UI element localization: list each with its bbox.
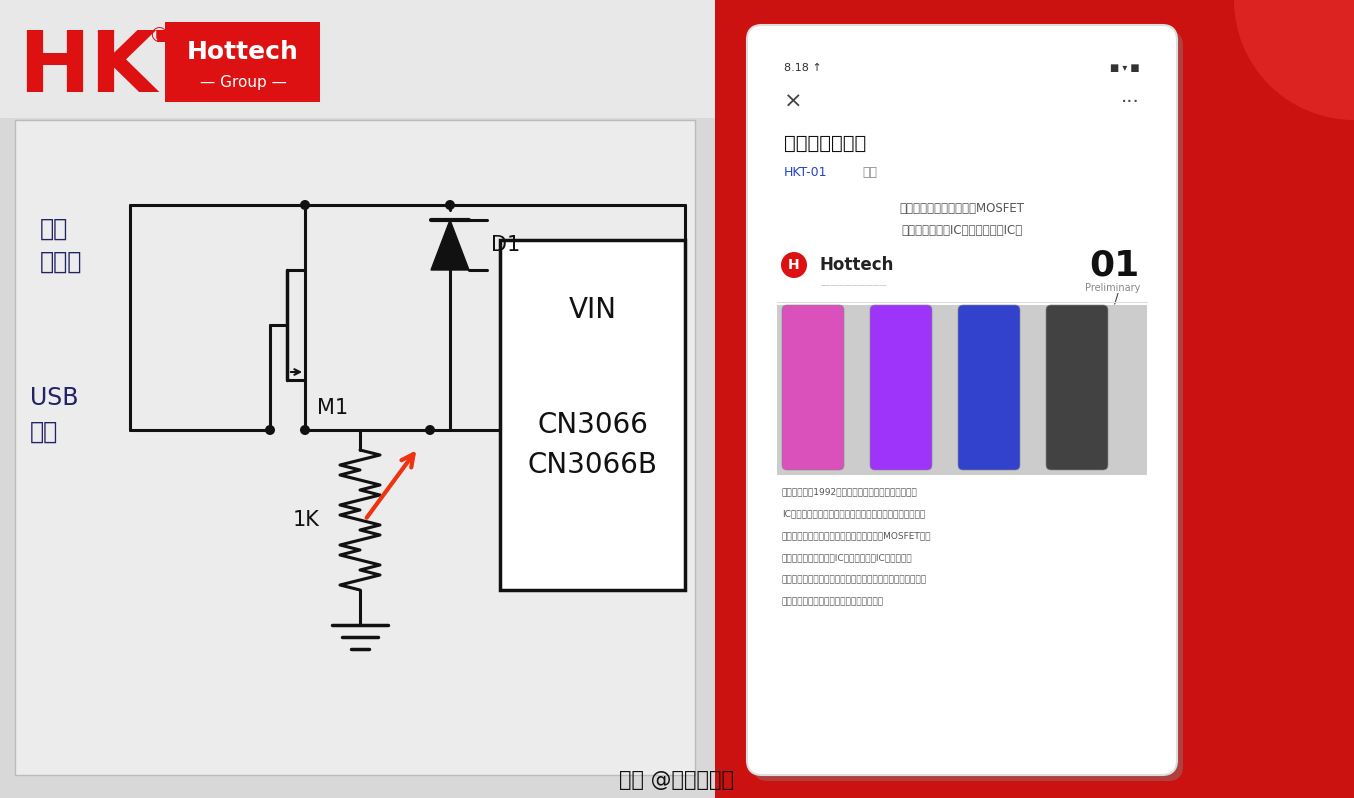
Text: VIN: VIN — [569, 296, 616, 324]
Text: USB
电源: USB 电源 — [30, 386, 79, 444]
Text: 头条 @深圳台科泰: 头条 @深圳台科泰 — [620, 770, 734, 790]
Text: Hottech: Hottech — [821, 256, 895, 274]
FancyBboxPatch shape — [747, 25, 1177, 775]
Circle shape — [425, 425, 435, 435]
FancyBboxPatch shape — [959, 305, 1020, 470]
Text: ___________________: ___________________ — [821, 280, 887, 286]
FancyBboxPatch shape — [783, 305, 844, 470]
Text: 8.18 ↑: 8.18 ↑ — [784, 63, 822, 73]
Text: ×: × — [784, 92, 803, 112]
Text: CN3066: CN3066 — [538, 411, 649, 439]
Text: Preliminary: Preliminary — [1085, 283, 1140, 293]
Text: 01: 01 — [1090, 248, 1140, 282]
Text: M1: M1 — [317, 398, 348, 418]
Text: ···: ··· — [1121, 93, 1140, 112]
Bar — [500, 240, 685, 590]
Text: 分立器件信息馆: 分立器件信息馆 — [784, 133, 867, 152]
Text: 今天: 今天 — [862, 165, 877, 179]
Text: — Group —: — Group — — [199, 74, 287, 89]
Bar — [165, 22, 320, 102]
Text: 使的应用。产品涵盖包括二极管，开关管，MOSFET，开: 使的应用。产品涵盖包括二极管，开关管，MOSFET，开 — [783, 531, 932, 540]
FancyBboxPatch shape — [871, 305, 932, 470]
FancyBboxPatch shape — [1047, 305, 1108, 470]
Text: 泛应用于电路板、顾问、国内电子、小家电、智能家居、电子: 泛应用于电路板、顾问、国内电子、小家电、智能家居、电子 — [783, 575, 927, 584]
Bar — [777, 305, 1147, 475]
Text: Hottech: Hottech — [187, 40, 299, 64]
Text: IC以及分立器件类。数值调纳，并维续展当与互联网相联网: IC以及分立器件类。数值调纳，并维续展当与互联网相联网 — [783, 509, 925, 519]
Text: CN3066B: CN3066B — [528, 451, 658, 479]
Text: ■ ▾ ■: ■ ▾ ■ — [1110, 63, 1140, 73]
Text: 烟、纺纺、头盔、工具、汽车电子等领域。: 烟、纺纺、头盔、工具、汽车电子等领域。 — [783, 598, 884, 606]
Text: HKT-01: HKT-01 — [784, 165, 827, 179]
Circle shape — [301, 200, 310, 210]
Circle shape — [301, 425, 310, 435]
Text: D1: D1 — [492, 235, 520, 255]
Text: 1K: 1K — [292, 510, 320, 530]
Text: H: H — [788, 258, 800, 272]
Bar — [0, 0, 715, 118]
Text: 品科泰成立于1992年，恒一直专注于消费类电池管理: 品科泰成立于1992年，恒一直专注于消费类电池管理 — [783, 488, 918, 496]
Circle shape — [1233, 0, 1354, 120]
Circle shape — [445, 200, 455, 210]
Text: /: / — [1114, 291, 1118, 305]
Circle shape — [781, 252, 807, 278]
Text: 整流管、电源管IC、锂电池保抷IC等: 整流管、电源管IC、锂电池保抷IC等 — [902, 223, 1022, 236]
Bar — [15, 120, 695, 775]
Circle shape — [265, 425, 275, 435]
Text: HKT: HKT — [18, 26, 215, 109]
FancyBboxPatch shape — [753, 31, 1183, 781]
Polygon shape — [431, 220, 468, 270]
Text: 二极管、三极管、稳压、MOSFET: 二极管、三极管、稳压、MOSFET — [899, 202, 1025, 215]
Text: 关、整流管、电源管理IC、锂电池保护IC等。产品广: 关、整流管、电源管理IC、锂电池保护IC等。产品广 — [783, 554, 913, 563]
Bar — [715, 0, 1354, 798]
Text: ®: ® — [148, 26, 169, 46]
Text: 墙上
适配器: 墙上 适配器 — [41, 216, 83, 274]
